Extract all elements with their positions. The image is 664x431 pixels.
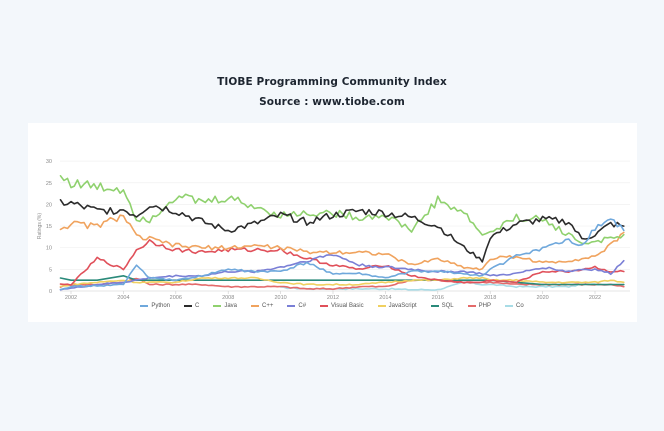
legend-label: Visual Basic [331,303,364,309]
legend-label: C [195,303,200,309]
series-line-sql[interactable] [59,275,625,286]
legend-swatch-icon [320,305,329,307]
x-tick-label: 2002 [65,295,77,301]
y-tick-label: 15 [46,224,52,230]
legend-label: SQL [441,303,454,309]
y-tick-label: 25 [46,181,52,187]
legend-item-java[interactable]: Java [213,303,237,309]
legend-swatch-icon [430,305,439,307]
series-line-java[interactable] [59,175,625,245]
legend-item-c[interactable]: C [184,303,199,309]
legend-swatch-icon [140,305,149,307]
legend-label: PHP [478,303,491,309]
series-line-visual-basic[interactable] [59,239,625,286]
x-tick-label: 2016 [432,295,444,301]
legend-item-sql[interactable]: SQL [430,303,454,309]
series-line-python[interactable] [59,218,625,291]
legend-label: Python [151,303,170,309]
legend-item-javascript[interactable]: JavaScript [377,303,417,309]
y-tick-label: 5 [49,267,52,273]
legend-item-c-[interactable]: C# [287,303,306,309]
chart-subtitle: Source : www.tiobe.com [259,96,405,108]
x-tick-label: 2010 [274,295,286,301]
legend-item-visual-basic[interactable]: Visual Basic [320,303,364,309]
legend-item-php[interactable]: PHP [467,303,491,309]
x-tick-label: 2012 [327,295,339,301]
x-tick-label: 2006 [170,295,182,301]
y-axis-title: Ratings (%) [37,213,43,239]
x-tick-label: 2004 [117,295,129,301]
series-line-javascript[interactable] [59,276,625,288]
y-tick-label: 20 [46,202,52,208]
legend-swatch-icon [467,305,476,307]
y-tick-label: 10 [46,246,52,252]
y-tick-label: 0 [49,289,52,295]
chart-title: TIOBE Programming Community Index [217,76,447,88]
x-tick-label: 2022 [589,295,601,301]
series-line-c[interactable] [59,199,625,263]
legend-swatch-icon [213,305,222,307]
x-tick-label: 2018 [484,295,496,301]
legend-swatch-icon [377,305,386,307]
legend-label: JavaScript [388,303,417,309]
y-tick-label: 30 [46,159,52,165]
legend-swatch-icon [287,305,296,307]
legend-item-co[interactable]: Co [505,303,524,309]
legend-label: Java [224,303,238,309]
legend-item-c-[interactable]: C++ [251,303,273,309]
series-line-c-[interactable] [59,214,625,271]
x-tick-label: 2020 [536,295,548,301]
legend-swatch-icon [184,305,192,307]
legend-swatch-icon [505,305,513,307]
legend-label: C++ [262,303,274,309]
legend-item-python[interactable]: Python [140,303,170,309]
x-tick-label: 2008 [222,295,234,301]
legend-swatch-icon [251,305,260,307]
x-tick-label: 2014 [379,295,391,301]
legend-label: Co [516,303,524,309]
chart-legend: Python C Java C++ C# Visual Basic JavaScript SQ… [0,303,664,309]
legend-label: C# [298,303,307,309]
